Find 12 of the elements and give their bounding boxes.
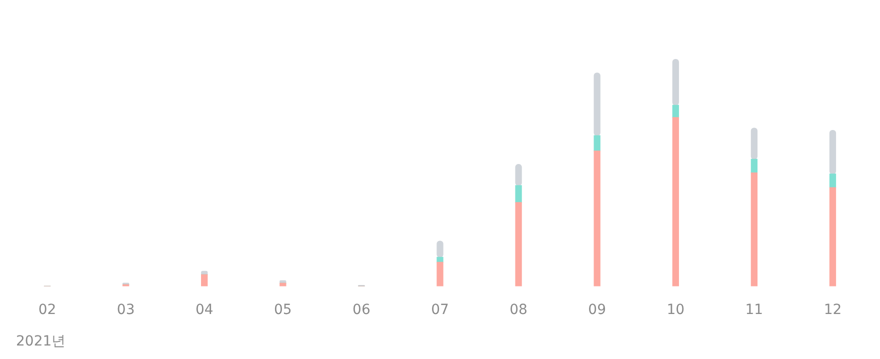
- text: 2021년: [16, 334, 66, 350]
- x-tick-label: 05: [274, 302, 292, 318]
- x-tick-label: 08: [510, 302, 528, 318]
- x-tick-label: 12: [824, 302, 842, 318]
- x-tick-label: 10: [666, 302, 685, 318]
- x-tick-label: 07: [431, 302, 449, 318]
- x-tick-label: 06: [352, 302, 370, 318]
- x-tick-label: 11: [745, 302, 764, 318]
- x-tick-label: 09: [588, 302, 606, 318]
- x-tick-label: 03: [116, 302, 135, 318]
- x-tick-label: 02: [38, 302, 56, 318]
- x-tick-label: 04: [195, 302, 214, 318]
